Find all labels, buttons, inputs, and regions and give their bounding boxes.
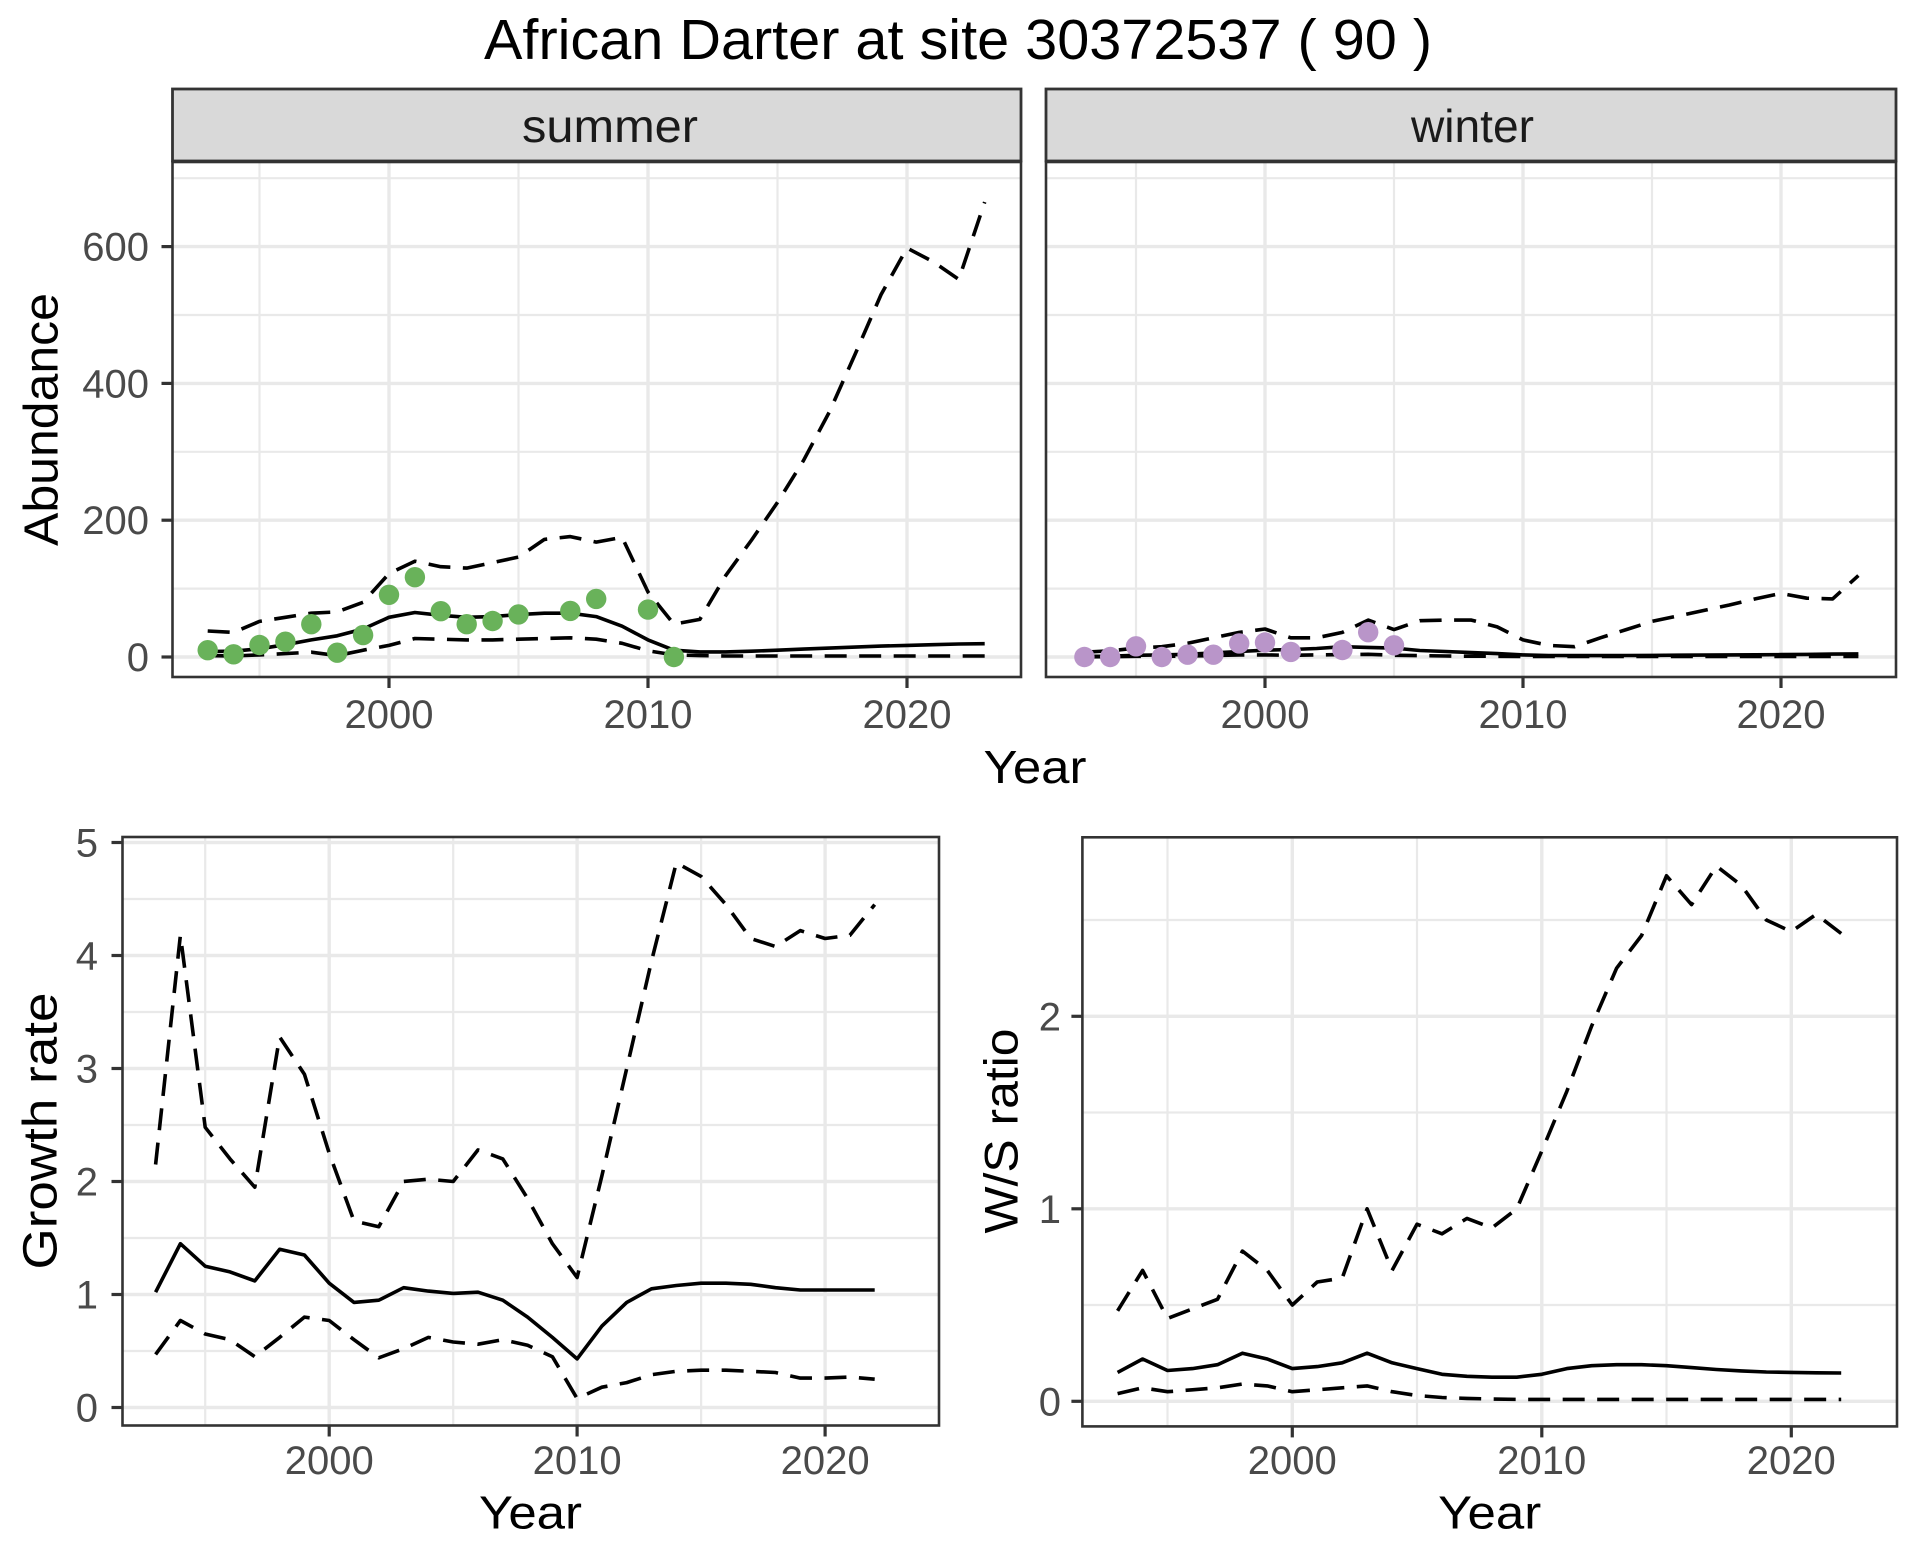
svg-text:200: 200	[82, 499, 149, 543]
svg-text:0: 0	[1039, 1380, 1061, 1424]
svg-text:1: 1	[76, 1274, 98, 1318]
svg-text:2010: 2010	[1497, 1439, 1586, 1483]
svg-text:2: 2	[76, 1161, 98, 1205]
svg-text:2010: 2010	[533, 1439, 622, 1483]
svg-text:2020: 2020	[1737, 693, 1826, 737]
svg-text:400: 400	[82, 362, 149, 406]
svg-text:2000: 2000	[285, 1439, 374, 1483]
svg-text:Year: Year	[984, 741, 1087, 793]
svg-text:Year: Year	[479, 1487, 582, 1539]
svg-text:Growth rate: Growth rate	[14, 993, 67, 1270]
svg-text:0: 0	[127, 636, 149, 680]
svg-text:2020: 2020	[1747, 1439, 1836, 1483]
svg-text:2020: 2020	[781, 1439, 870, 1483]
svg-text:W/S ratio: W/S ratio	[975, 1029, 1028, 1234]
svg-text:5: 5	[76, 822, 98, 866]
svg-text:Year: Year	[1438, 1487, 1541, 1539]
svg-text:2010: 2010	[1479, 693, 1568, 737]
svg-text:1: 1	[1039, 1188, 1061, 1232]
svg-text:2020: 2020	[863, 693, 952, 737]
svg-text:3: 3	[76, 1048, 98, 1092]
svg-text:2000: 2000	[1221, 693, 1310, 737]
svg-text:0: 0	[76, 1387, 98, 1431]
svg-text:2000: 2000	[1248, 1439, 1337, 1483]
svg-text:600: 600	[82, 226, 149, 270]
svg-text:winter: winter	[1410, 100, 1534, 152]
svg-text:4: 4	[76, 935, 98, 979]
svg-text:summer: summer	[522, 100, 698, 152]
svg-text:African Darter at site 3037253: African Darter at site 30372537 ( 90 )	[484, 8, 1432, 72]
svg-text:2000: 2000	[345, 693, 434, 737]
svg-text:2010: 2010	[604, 693, 693, 737]
svg-text:2: 2	[1039, 995, 1061, 1039]
svg-text:Abundance: Abundance	[16, 293, 69, 546]
